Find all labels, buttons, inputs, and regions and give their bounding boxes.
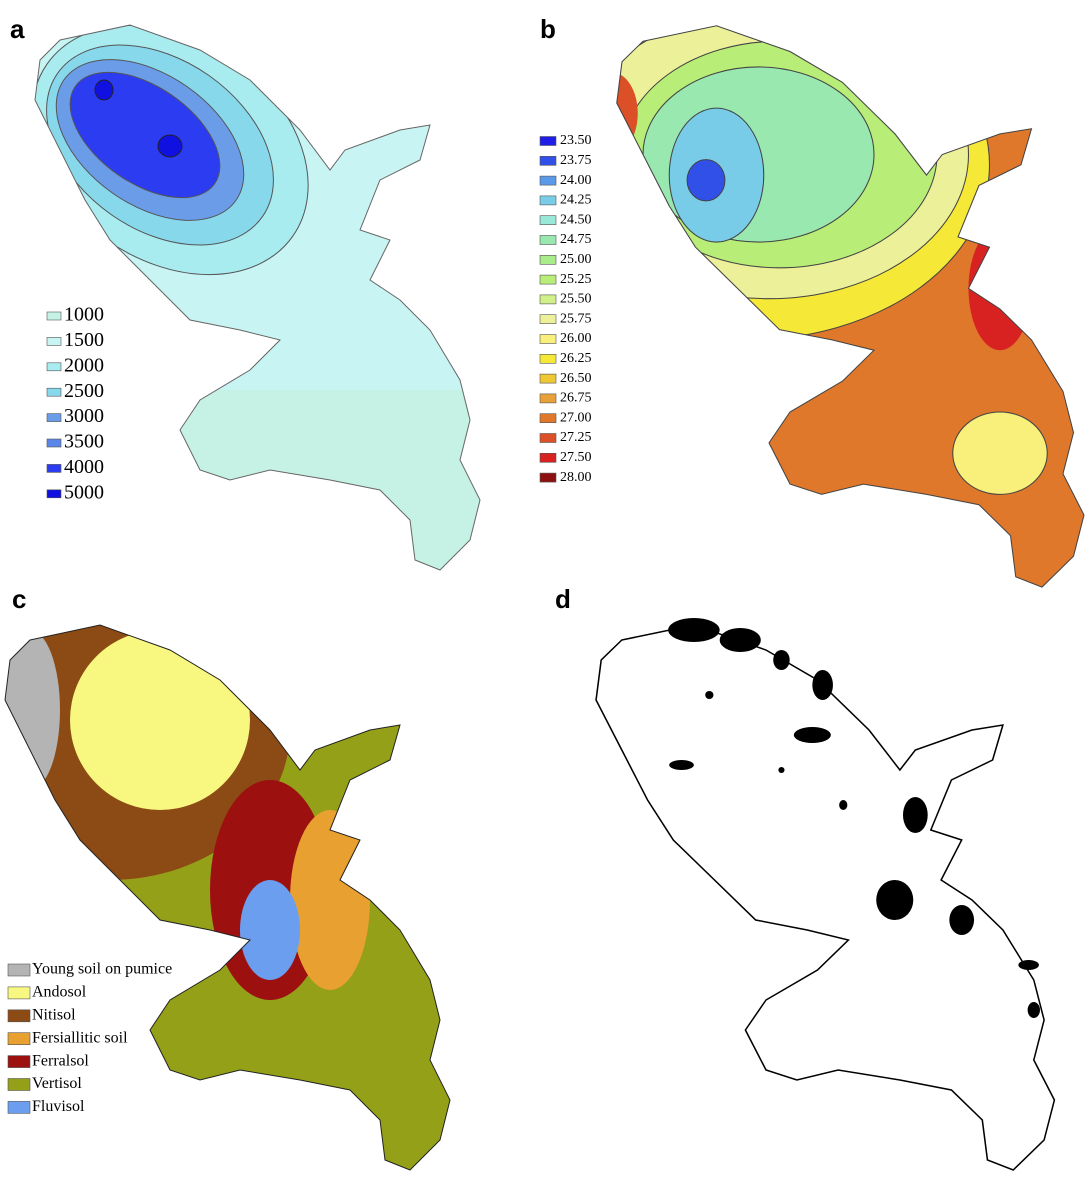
legend-swatch — [8, 1033, 30, 1045]
legend-label: 23.75 — [560, 153, 592, 168]
legend-swatch — [540, 196, 556, 205]
legend-label: 26.25 — [560, 351, 592, 366]
panel-label: a — [10, 14, 25, 44]
legend-swatch — [47, 363, 61, 371]
legend-label: Young soil on pumice — [32, 961, 172, 978]
legend-label: 23.50 — [560, 133, 592, 148]
legend-label: 24.00 — [560, 173, 592, 188]
legend-label: Ferralsol — [32, 1052, 89, 1069]
legend-label: 1500 — [64, 329, 104, 351]
legend-swatch — [540, 255, 556, 264]
legend-label: 3000 — [64, 405, 104, 427]
legend-label: 25.25 — [560, 272, 592, 287]
legend-label: Nitisol — [32, 1006, 76, 1023]
legend-label: 25.50 — [560, 292, 592, 307]
legend-label: 27.25 — [560, 430, 592, 445]
legend-swatch — [47, 312, 61, 320]
legend-swatch — [540, 335, 556, 344]
panel-label: c — [12, 584, 26, 614]
legend-label: 24.25 — [560, 193, 592, 208]
panel-label: d — [555, 584, 571, 614]
legend-swatch — [8, 987, 30, 999]
legend-swatch — [47, 337, 61, 345]
legend-label: 26.50 — [560, 371, 592, 386]
legend-label: 26.75 — [560, 391, 592, 406]
legend-label: 27.00 — [560, 410, 592, 425]
legend-swatch — [47, 464, 61, 472]
legend-label: 24.50 — [560, 212, 592, 227]
legend-label: 2500 — [64, 380, 104, 402]
legend-swatch — [8, 1056, 30, 1068]
legend-swatch — [540, 394, 556, 403]
map-b — [507, 0, 1085, 587]
legend-label: 5000 — [64, 481, 104, 503]
legend-swatch — [47, 388, 61, 396]
legend-label: 27.50 — [560, 450, 592, 465]
legend-swatch — [8, 1079, 30, 1091]
legend-swatch — [540, 354, 556, 363]
legend-swatch — [47, 439, 61, 447]
legend-swatch — [540, 275, 556, 284]
figure: a b c d 1000 1500 2000 2500 3000 3500 4000 5000 23.… — [0, 0, 1090, 1196]
legend-swatch — [540, 156, 556, 165]
legend-label: 4000 — [64, 456, 104, 478]
legend-swatch — [8, 1010, 30, 1022]
legend-label: 25.00 — [560, 252, 592, 267]
legend-swatch — [540, 216, 556, 225]
legend-swatch — [540, 434, 556, 443]
legend-swatch — [540, 473, 556, 482]
legend-label: 28.00 — [560, 470, 592, 485]
legend-swatch — [540, 236, 556, 245]
legend-swatch — [540, 315, 556, 324]
panel-label: b — [540, 14, 556, 44]
legend-swatch — [540, 374, 556, 383]
legend-swatch — [540, 414, 556, 423]
legend-label: Andosol — [32, 984, 87, 1001]
legend-label: 1000 — [64, 304, 104, 326]
legend-label: Vertisol — [32, 1075, 82, 1092]
legend-label: 2000 — [64, 354, 104, 376]
map-d — [596, 618, 1054, 1170]
legend-swatch — [47, 490, 61, 498]
legend-label: 25.75 — [560, 311, 592, 326]
legend-swatch — [8, 1101, 30, 1113]
legend-swatch — [540, 453, 556, 462]
legend-label: Fersiallitic soil — [32, 1029, 128, 1046]
legend-label: 26.00 — [560, 331, 592, 346]
legend-swatch — [540, 295, 556, 304]
legend-label: Fluvisol — [32, 1098, 85, 1115]
legend-label: 24.75 — [560, 232, 592, 247]
legend-swatch — [540, 176, 556, 185]
legend-swatch — [8, 964, 30, 976]
legend-swatch — [540, 137, 556, 146]
legend-label: 3500 — [64, 431, 104, 453]
legend-swatch — [47, 414, 61, 422]
